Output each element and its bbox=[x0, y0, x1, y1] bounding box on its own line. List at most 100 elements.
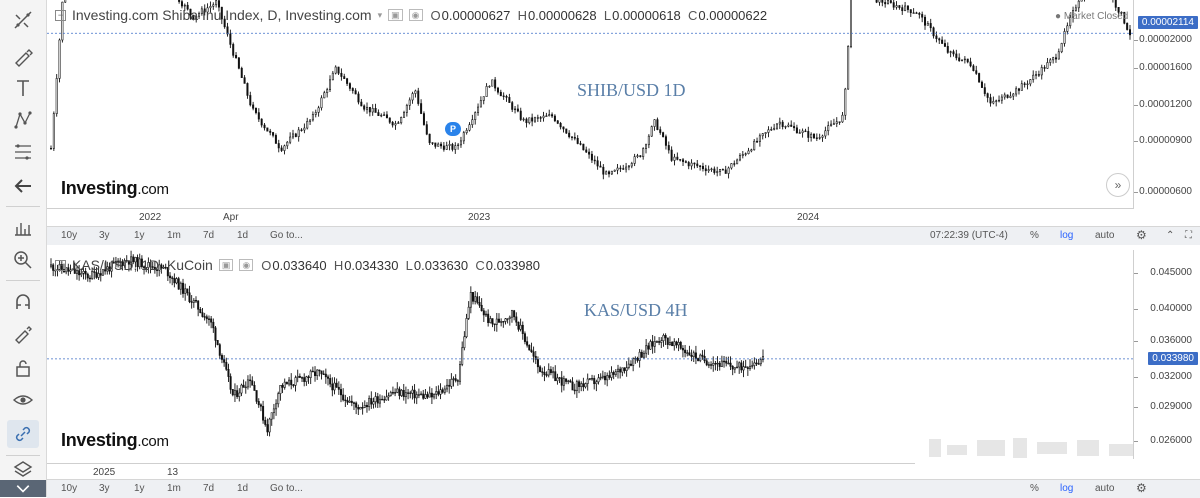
layers-icon[interactable] bbox=[7, 460, 39, 478]
candle-body bbox=[553, 115, 556, 122]
candle-body bbox=[506, 318, 509, 320]
kas-candles-plot[interactable] bbox=[47, 250, 1134, 459]
kas-time-axis[interactable]: 2025 13 bbox=[47, 463, 915, 482]
candle-body bbox=[608, 171, 611, 175]
range-1m[interactable]: 1m bbox=[167, 483, 181, 494]
x-tick-label: 2022 bbox=[139, 212, 162, 223]
shib-candles-plot[interactable] bbox=[47, 0, 1134, 208]
candle-body bbox=[186, 288, 189, 294]
candle-body bbox=[331, 383, 334, 391]
range-7d[interactable]: 7d bbox=[203, 230, 215, 241]
fullscreen-icon[interactable]: ⛶ bbox=[1185, 230, 1192, 241]
candle-body bbox=[242, 384, 245, 388]
candle-body bbox=[929, 23, 932, 29]
range-3y[interactable]: 3y bbox=[99, 483, 110, 494]
range-1y[interactable]: 1y bbox=[134, 483, 145, 494]
range-1d[interactable]: 1d bbox=[237, 483, 249, 494]
candle-body bbox=[177, 278, 180, 290]
candle-body bbox=[495, 318, 498, 325]
auto-toggle[interactable]: auto bbox=[1095, 230, 1115, 241]
candle-body bbox=[684, 161, 687, 163]
link-icon[interactable] bbox=[7, 420, 39, 448]
eye-icon[interactable] bbox=[7, 386, 39, 414]
candle-body bbox=[522, 118, 525, 121]
candle-body bbox=[73, 268, 76, 274]
range-1m[interactable]: 1m bbox=[167, 230, 181, 241]
legend-dropdown-icon[interactable]: ▾ bbox=[377, 9, 383, 20]
candle-body bbox=[415, 394, 418, 399]
candle-body bbox=[684, 349, 687, 354]
chevron-down-icon[interactable] bbox=[0, 480, 46, 497]
candles-group bbox=[49, 250, 764, 437]
candle-body bbox=[562, 126, 565, 130]
lock-icon[interactable] bbox=[7, 354, 39, 382]
event-marker[interactable]: P bbox=[445, 122, 461, 136]
gear-icon[interactable]: ⚙ bbox=[1136, 228, 1147, 242]
candle-body bbox=[887, 0, 890, 5]
fib-icon[interactable] bbox=[7, 138, 39, 166]
range-10y[interactable]: 10y bbox=[61, 483, 78, 494]
range-3y[interactable]: 3y bbox=[99, 230, 110, 241]
log-toggle[interactable]: log bbox=[1060, 483, 1074, 494]
candle-body bbox=[741, 154, 744, 156]
range-1d[interactable]: 1d bbox=[237, 230, 249, 241]
candle-body bbox=[1012, 93, 1015, 97]
candle-body bbox=[562, 378, 565, 386]
range-7d[interactable]: 7d bbox=[203, 483, 215, 494]
candle-body bbox=[348, 400, 351, 403]
log-toggle[interactable]: log bbox=[1060, 230, 1074, 241]
goto-button[interactable]: Go to... bbox=[270, 483, 303, 494]
collapse-legend-icon[interactable]: − bbox=[55, 9, 66, 21]
lock-pencil-icon[interactable] bbox=[7, 320, 39, 348]
candle-body bbox=[496, 87, 499, 93]
text-icon[interactable] bbox=[7, 74, 39, 102]
candle-body bbox=[697, 358, 700, 361]
candle-body bbox=[371, 108, 374, 113]
x-tick-label: 2024 bbox=[797, 212, 820, 223]
goto-button[interactable]: Go to... bbox=[270, 230, 303, 241]
pen-icon[interactable] bbox=[7, 42, 39, 70]
gear-icon[interactable]: ⚙ bbox=[1136, 481, 1147, 495]
measure-icon[interactable] bbox=[7, 214, 39, 242]
eye-mini-icon[interactable]: ◉ bbox=[408, 9, 423, 21]
candle-body bbox=[539, 366, 542, 372]
percent-toggle[interactable]: % bbox=[1030, 483, 1039, 494]
auto-toggle[interactable]: auto bbox=[1095, 483, 1115, 494]
shib-chart-panel[interactable]: − Investing.com Shiba Inu Index, D, Inve… bbox=[47, 0, 1200, 246]
candle-body bbox=[461, 347, 464, 365]
candle-body bbox=[849, 0, 852, 47]
pattern-icon[interactable] bbox=[7, 106, 39, 134]
candle-body bbox=[606, 375, 609, 381]
candle-body bbox=[998, 99, 1001, 102]
chevron-up-icon[interactable]: ⌃ bbox=[1166, 230, 1175, 241]
candle-body bbox=[457, 144, 460, 146]
zoom-icon[interactable] bbox=[7, 246, 39, 274]
candle-body bbox=[1120, 11, 1123, 14]
range-10y[interactable]: 10y bbox=[61, 230, 78, 241]
candle-body bbox=[485, 86, 488, 97]
candle-body bbox=[662, 335, 665, 342]
candle-body bbox=[508, 316, 511, 319]
candle-body bbox=[398, 388, 401, 396]
toolbar-divider bbox=[6, 206, 40, 207]
candle-body bbox=[400, 116, 403, 124]
back-arrow-icon[interactable] bbox=[7, 172, 39, 200]
candle-body bbox=[625, 367, 628, 371]
settings-mini-icon[interactable]: ▣ bbox=[388, 9, 403, 21]
range-1y[interactable]: 1y bbox=[134, 230, 145, 241]
shib-price-axis[interactable]: 0.00002000 0.00001600 0.00001200 0.00000900… bbox=[1133, 0, 1200, 208]
crosshair-icon[interactable] bbox=[7, 6, 39, 34]
kas-chart-panel[interactable]: − KAS/USD, 1D, KuCoin ▣ ◉ O0.033640 H0.0… bbox=[47, 250, 1200, 498]
open-label: O bbox=[430, 7, 441, 23]
settings-mini-icon[interactable]: ▣ bbox=[218, 259, 234, 271]
candle-body bbox=[175, 278, 178, 284]
scroll-to-latest-button[interactable]: » bbox=[1106, 173, 1130, 197]
magnet-icon[interactable] bbox=[7, 288, 39, 316]
shib-time-axis[interactable]: 2022 Apr 2023 2024 bbox=[47, 208, 1134, 227]
eye-mini-icon[interactable]: ◉ bbox=[239, 259, 254, 271]
percent-toggle[interactable]: % bbox=[1030, 230, 1039, 241]
candle-body bbox=[262, 405, 265, 421]
collapse-legend-icon[interactable]: − bbox=[55, 259, 66, 271]
candle-body bbox=[582, 383, 585, 388]
candle-body bbox=[784, 126, 787, 128]
